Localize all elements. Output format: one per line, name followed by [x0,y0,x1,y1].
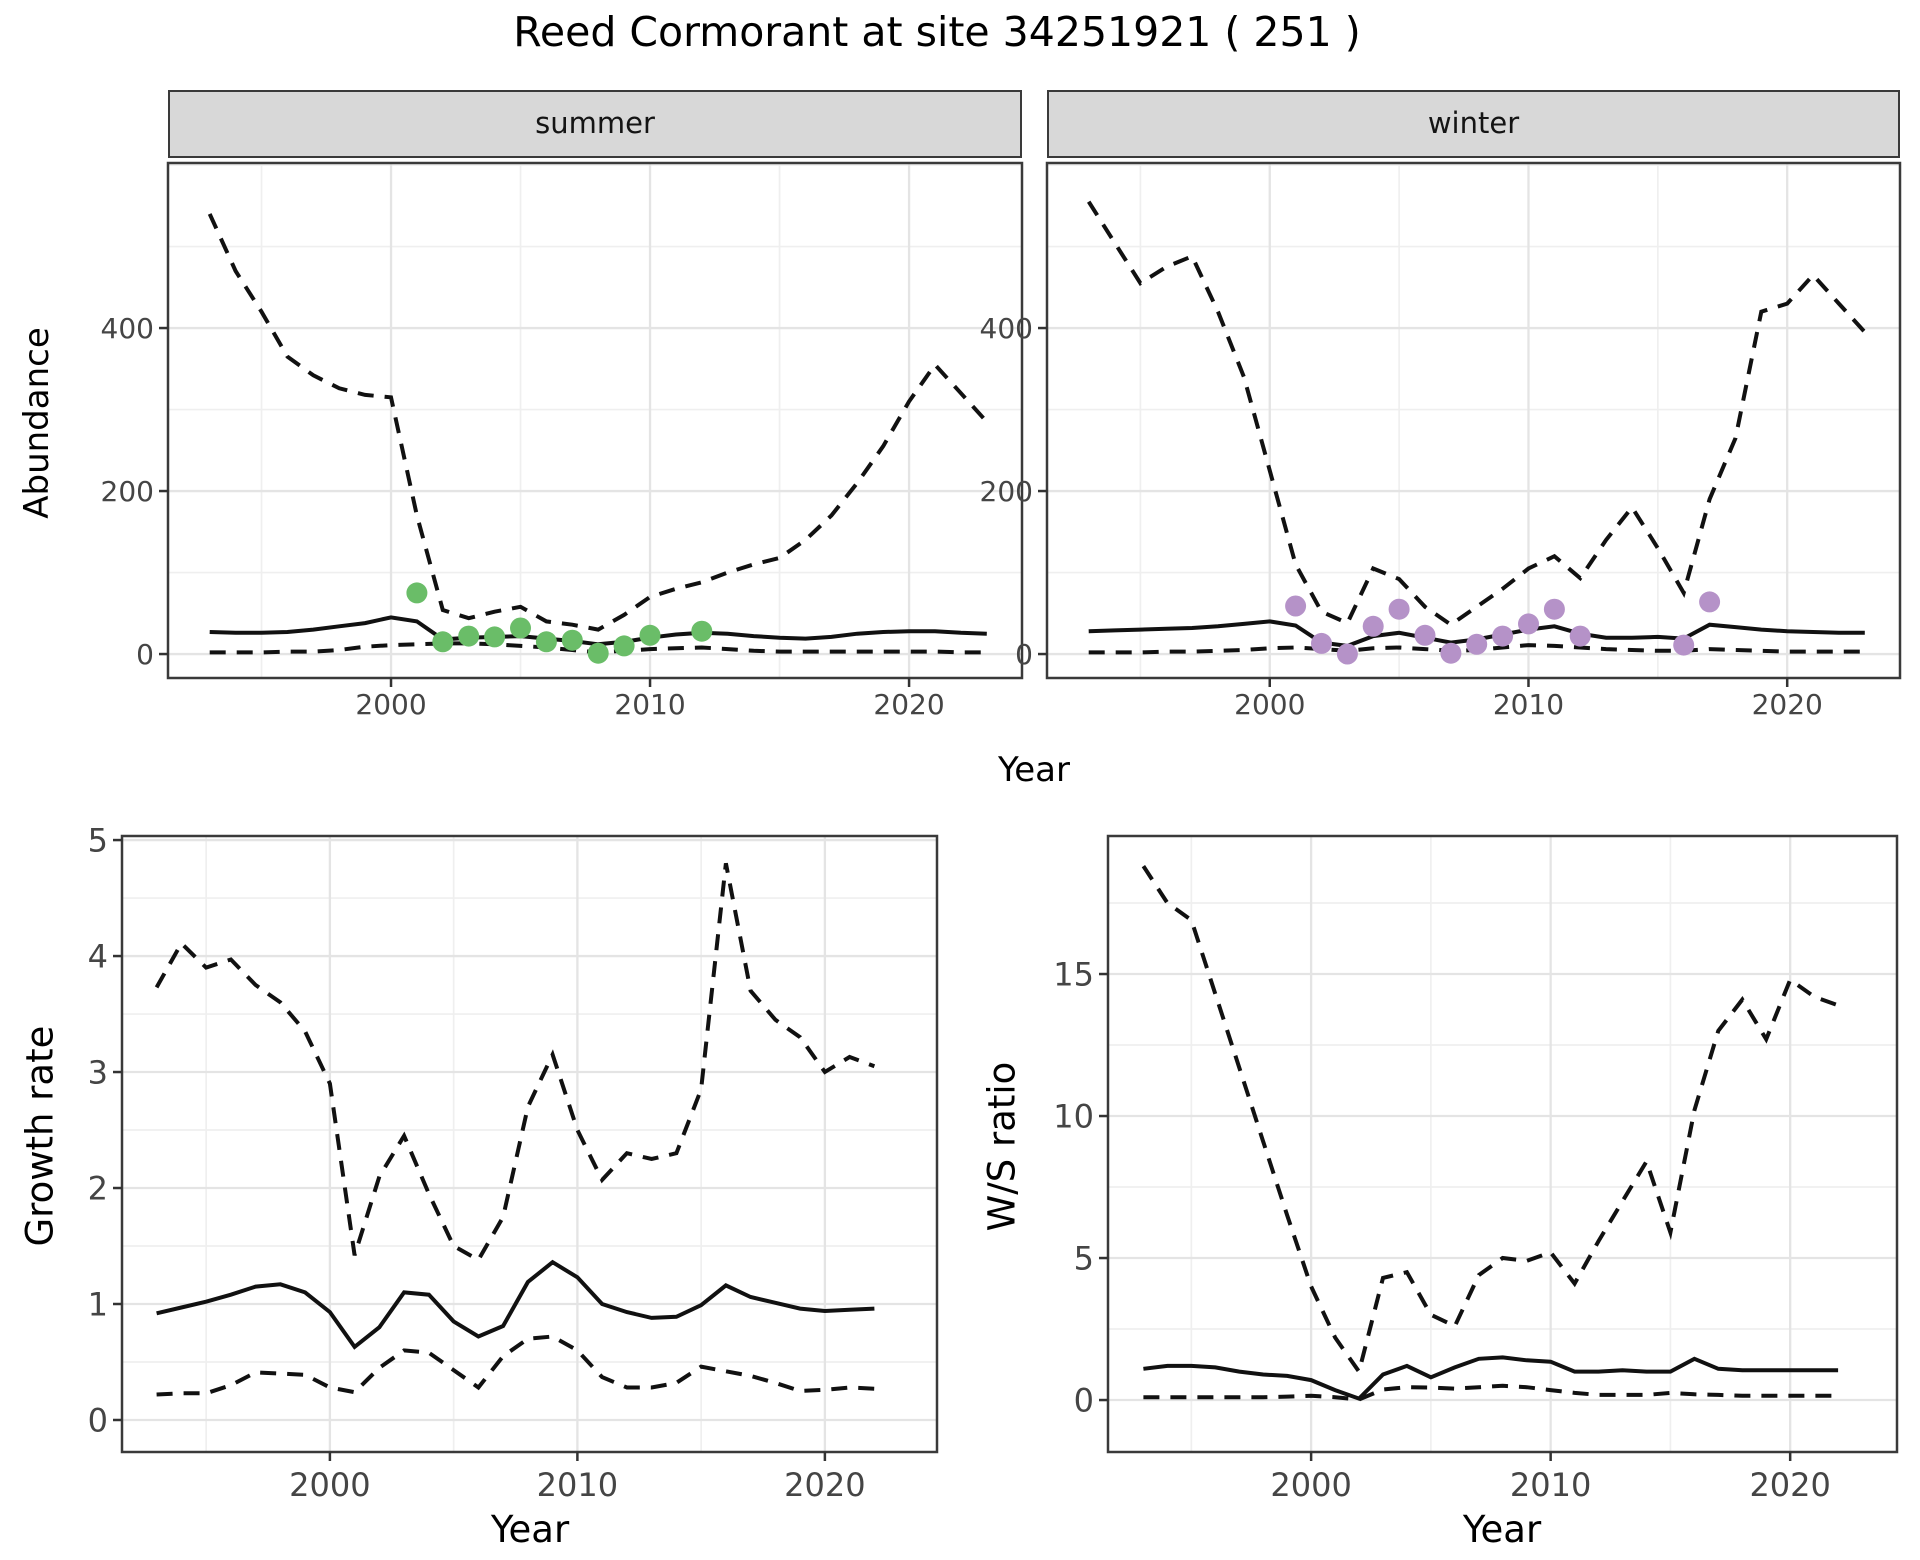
y-tick-label: 200 [980,475,1033,508]
y-axis-title-ws-ratio: W/S ratio [980,1061,1024,1232]
abundance_summer-data-point [510,617,531,639]
x-tick-label: 2000 [1234,688,1305,721]
x-tick-label: 2020 [784,1466,865,1504]
x-axis-title-growth-rate: Year [490,1508,570,1551]
x-tick-label: 2010 [1493,688,1564,721]
y-tick-label: 1 [88,1286,108,1324]
y-tick-label: 5 [1074,1240,1094,1278]
abundance_summer-panel-bg [168,163,1022,678]
x-tick-label: 2000 [289,1466,370,1504]
growth_rate-upper_95ci-line [154,862,876,1263]
x-axis-title-ws-ratio: Year [1462,1508,1542,1551]
abundance_summer-data-point [587,642,609,664]
ws_ratio-panel-border [1106,834,1899,1454]
abundance_winter-panel-border [1045,161,1902,680]
y-tick-label: 0 [1074,1382,1094,1420]
x-tick-label: 2000 [355,688,426,721]
y-tick-label: 2 [88,1170,108,1208]
x-tick-label: 2010 [1510,1466,1591,1504]
ws_ratio-median-line [1143,1355,1839,1401]
abundance_winter-data-point [1414,624,1436,646]
abundance_summer-data-point [484,626,506,648]
ws_ratio-upper_95ci-line [1141,865,1839,1377]
abundance_summer-data-point [535,631,557,653]
y-tick-label: 4 [88,938,108,976]
abundance_summer-data-point [613,635,635,657]
x-tick-label: 2020 [1749,1466,1830,1504]
y-axis-title-growth-rate: Growth rate [18,1025,62,1247]
y-tick-label: 3 [88,1054,108,1092]
abundance_summer-data-point [458,625,480,647]
abundance_winter-data-point [1336,643,1358,665]
abundance_summer-data-point [639,624,661,646]
y-tick-label: 0 [1015,638,1033,671]
x-tick-label: 2020 [1752,688,1823,721]
abundance_winter-data-point [1673,634,1695,656]
abundance_winter-data-point [1518,613,1539,635]
x-axis-title-abundance: Year [998,750,1070,790]
y-tick-label: 10 [1053,1098,1094,1136]
abundance_summer-data-point [691,620,713,642]
abundance_winter-data-point [1543,598,1565,620]
abundance_winter-panel-bg [1047,163,1900,678]
abundance_winter-data-point [1492,625,1514,647]
growth_rate-panel-border [120,834,939,1454]
facet-strip-winter: winter [1047,90,1900,158]
y-tick-label: 400 [101,312,154,345]
abundance_winter-data-point [1569,625,1591,647]
growth_rate-panel-bg [122,836,937,1452]
y-axis-title-abundance: Abundance [17,327,57,519]
x-tick-label: 2010 [614,688,685,721]
abundance_winter-data-point [1311,632,1332,654]
y-tick-label: 5 [88,822,108,860]
abundance_winter-data-point [1466,633,1488,655]
x-tick-label: 2020 [873,688,944,721]
abundance_summer-upper_95ci-line [207,213,989,632]
abundance_winter-data-point [1440,642,1462,664]
abundance_winter-upper_95ci-line [1087,200,1867,628]
y-tick-label: 15 [1053,956,1094,994]
x-tick-label: 2000 [1270,1466,1351,1504]
abundance_summer-panel-border [166,161,1024,680]
y-tick-label: 0 [136,638,154,671]
abundance_winter-data-point [1362,615,1384,637]
abundance_winter-data-point [1699,591,1721,613]
y-tick-label: 200 [101,475,154,508]
growth_rate-lower_95ci-line [156,1334,875,1397]
abundance_winter-data-point [1388,598,1410,620]
abundance_winter-data-point [1285,595,1307,617]
abundance_summer-data-point [406,582,428,604]
abundance_summer-data-point [432,631,454,653]
ws_ratio-lower_95ci-line [1143,1383,1839,1402]
growth_rate-median-line [156,1259,875,1350]
y-tick-label: 0 [88,1402,108,1440]
x-tick-label: 2010 [537,1466,618,1504]
ws_ratio-panel-bg [1108,836,1897,1452]
abundance_summer-data-point [561,629,583,651]
facet-strip-summer: summer [168,90,1022,158]
y-tick-label: 400 [980,312,1033,345]
page-title: Reed Cormorant at site 34251921 ( 251 ) [513,8,1361,56]
